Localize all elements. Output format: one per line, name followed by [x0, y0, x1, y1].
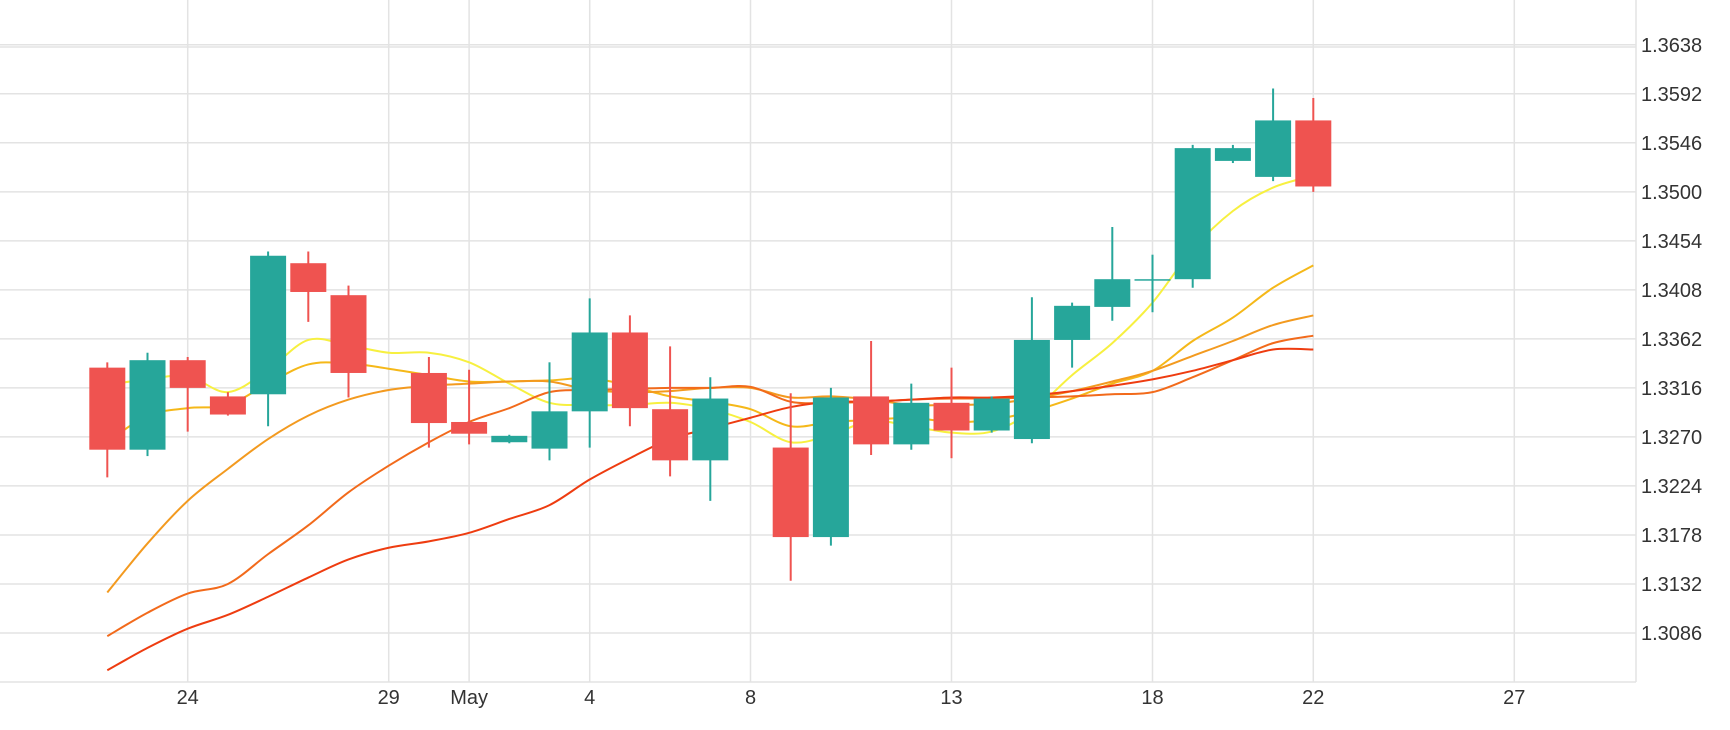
x-tick-label: 27	[1503, 687, 1525, 709]
candle-layer	[89, 88, 1332, 581]
candle-body	[611, 332, 648, 409]
candle-body	[571, 332, 608, 412]
candle-up	[491, 434, 528, 444]
candle-up	[812, 387, 849, 546]
candle-body	[853, 396, 890, 445]
candle-body	[1214, 148, 1251, 161]
y-tick-label: 1.3316	[1641, 378, 1702, 400]
candle-down	[853, 341, 890, 456]
candle-up	[1054, 302, 1091, 368]
candle-down	[330, 285, 367, 398]
candle-up	[973, 396, 1010, 433]
candle-body	[330, 295, 367, 373]
candle-body	[89, 367, 126, 450]
candle-body	[129, 360, 166, 450]
candle-body	[933, 402, 970, 431]
candle-up	[1174, 144, 1211, 288]
candle-up	[1094, 226, 1131, 321]
candle-up	[1013, 297, 1050, 444]
candle-body	[1255, 120, 1292, 177]
candle-down	[290, 251, 327, 322]
x-tick-label: 22	[1302, 687, 1324, 709]
grid-layer	[0, 0, 1637, 683]
x-tick-label: 24	[177, 687, 199, 709]
candle-down	[209, 392, 246, 416]
candle-up	[571, 298, 608, 448]
candle-down	[451, 369, 488, 445]
candle-body	[1174, 148, 1211, 280]
y-tick-label: 1.3132	[1641, 574, 1702, 596]
candle-down	[89, 362, 126, 478]
candle-up	[893, 383, 930, 450]
y-tick-label: 1.3546	[1641, 133, 1702, 155]
x-tick-label: 13	[940, 687, 962, 709]
candle-body	[652, 409, 689, 461]
candle-up	[1134, 254, 1171, 313]
x-tick-label: 29	[378, 687, 400, 709]
candle-body	[531, 411, 568, 449]
candle-body	[1134, 279, 1171, 281]
candle-down	[772, 393, 809, 581]
candle-down	[1295, 98, 1332, 192]
candle-body	[169, 360, 206, 388]
y-tick-label: 1.3500	[1641, 182, 1702, 204]
candle-body	[893, 402, 930, 445]
candle-body	[1295, 120, 1332, 187]
candle-body	[250, 255, 287, 395]
y-tick-label: 1.3086	[1641, 623, 1702, 645]
candle-body	[290, 263, 327, 292]
candle-up	[1214, 144, 1251, 164]
y-tick-label: 1.3408	[1641, 280, 1702, 302]
candle-up	[531, 362, 568, 461]
candle-body	[772, 447, 809, 538]
candle-down	[169, 356, 206, 432]
candle-up	[250, 251, 287, 427]
candle-body	[1013, 339, 1050, 440]
candle-down	[410, 356, 447, 448]
candle-up	[129, 352, 166, 457]
x-tick-label: May	[450, 687, 488, 709]
y-tick-label: 1.3362	[1641, 329, 1702, 351]
candle-body	[1054, 305, 1091, 340]
candle-down	[652, 346, 689, 477]
candle-body	[973, 398, 1010, 431]
y-tick-label: 1.3224	[1641, 476, 1702, 498]
y-tick-label: 1.3454	[1641, 231, 1702, 253]
x-tick-label: 8	[745, 687, 756, 709]
candle-up	[692, 377, 729, 501]
candle-down	[611, 315, 648, 427]
y-tick-label: 1.3592	[1641, 84, 1702, 106]
candle-body	[410, 372, 447, 424]
x-tick-label: 4	[584, 687, 595, 709]
y-tick-label: 1.3178	[1641, 525, 1702, 547]
candle-down	[933, 367, 970, 459]
candle-body	[692, 398, 729, 461]
y-tick-label: 1.3270	[1641, 427, 1702, 449]
candle-body	[1094, 279, 1131, 307]
x-tick-label: 18	[1141, 687, 1163, 709]
candle-body	[812, 397, 849, 538]
candle-up	[1255, 88, 1292, 182]
candle-body	[451, 421, 488, 434]
candle-body	[491, 435, 528, 443]
y-tick-label: 1.3638	[1641, 35, 1702, 57]
axis-layer: 1.3086 1.3132 1.3178 1.3224 1.3270 1.3316 1.33…	[177, 35, 1703, 709]
candle-body	[209, 396, 246, 415]
